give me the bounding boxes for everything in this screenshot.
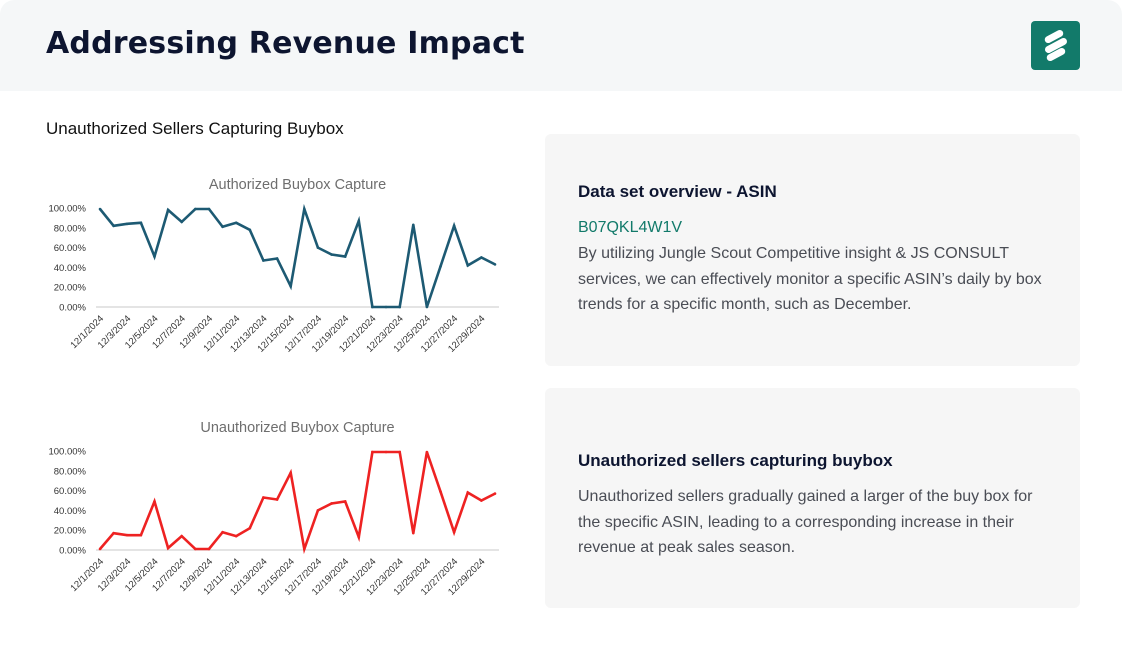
data-point (112, 531, 115, 535)
data-point (194, 547, 197, 551)
data-point (275, 498, 279, 501)
y-tick-label: 0.00% (59, 303, 86, 314)
data-point (262, 496, 265, 499)
data-point (316, 246, 320, 249)
data-point (439, 265, 442, 268)
data-point (180, 534, 184, 538)
data-point (234, 221, 238, 225)
data-point (411, 531, 415, 535)
data-point (357, 219, 361, 223)
y-tick-label: 60.00% (54, 243, 87, 254)
unauthorized-buybox-chart: Unauthorized Buybox Capture 0.00% 20.00% 40… (30, 408, 510, 623)
data-point (357, 535, 361, 539)
y-tick-label: 100.00% (48, 204, 86, 215)
chart-svg: Unauthorized Buybox Capture 0.00% 20.00% 40… (48, 420, 499, 598)
data-point (343, 255, 347, 258)
data-point (480, 256, 483, 259)
data-point (452, 224, 456, 228)
data-point (303, 547, 306, 551)
data-point (139, 533, 143, 537)
data-point (221, 530, 224, 534)
authorized-buybox-chart: Authorized Buybox Capture 0.00% 20.00% 40.0… (30, 165, 510, 380)
data-point (466, 264, 470, 267)
data-point (112, 224, 115, 228)
y-tick-label: 20.00% (54, 283, 87, 294)
box-description: Unauthorized sellers gradually gained a … (578, 488, 1033, 556)
data-point (221, 225, 224, 229)
data-point (166, 546, 170, 550)
data-point (248, 228, 252, 232)
data-point (480, 499, 483, 502)
data-point (275, 257, 279, 260)
data-point (371, 450, 374, 454)
data-point (207, 207, 211, 211)
series-line (99, 450, 496, 555)
data-point (493, 492, 497, 495)
data-point (234, 534, 238, 538)
y-tick-label: 40.00% (54, 506, 87, 517)
data-point (439, 490, 442, 493)
data-point (411, 223, 415, 227)
jungle-scout-logo-icon (1031, 21, 1080, 70)
y-tick-label: 0.00% (59, 546, 86, 557)
data-point (330, 502, 333, 505)
data-point (316, 509, 320, 512)
data-point (289, 471, 292, 475)
data-point (98, 547, 102, 551)
data-point (330, 253, 333, 256)
data-point (180, 220, 184, 224)
y-tick-label: 40.00% (54, 263, 87, 274)
data-point (139, 221, 143, 225)
series-line (98, 203, 496, 309)
data-point (398, 305, 401, 309)
data-point (343, 500, 347, 503)
asin-label: B07QKL4W1V (578, 219, 683, 236)
data-point (493, 263, 497, 266)
dataset-overview-box: Data set overview - ASIN B07QKL4W1V By u… (545, 134, 1080, 366)
data-point (248, 526, 252, 530)
y-tick-label: 20.00% (54, 526, 87, 537)
data-point (262, 259, 265, 262)
data-point (98, 207, 102, 211)
data-point (207, 547, 211, 551)
data-point (153, 255, 156, 258)
data-point (425, 305, 429, 309)
y-tick-label: 100.00% (48, 447, 86, 458)
box-heading: Data set overview - ASIN (578, 182, 777, 201)
data-point (303, 207, 306, 211)
chart-title: Authorized Buybox Capture (209, 177, 386, 193)
data-point (452, 530, 456, 534)
y-tick-label: 80.00% (54, 466, 87, 477)
data-point (371, 305, 374, 309)
data-point (125, 533, 129, 537)
header-bar: Addressing Revenue Impact (0, 0, 1122, 91)
chart-title: Unauthorized Buybox Capture (200, 420, 394, 436)
box-heading: Unauthorized sellers capturing buybox (578, 451, 893, 470)
data-point (125, 222, 129, 226)
data-point (166, 208, 170, 212)
data-point (289, 284, 292, 288)
unauthorized-sellers-box: Unauthorized sellers capturing buybox Un… (545, 388, 1080, 608)
box-description: By utilizing Jungle Scout Competitive in… (578, 245, 1042, 313)
data-point (425, 450, 429, 454)
data-point (384, 450, 388, 454)
y-tick-label: 80.00% (54, 223, 87, 234)
page-title: Addressing Revenue Impact (46, 26, 525, 61)
data-point (194, 207, 197, 211)
section-label: Unauthorized Sellers Capturing Buybox (46, 119, 344, 138)
y-tick-label: 60.00% (54, 486, 87, 497)
data-point (153, 500, 156, 503)
data-point (398, 450, 401, 454)
chart-svg: Authorized Buybox Capture 0.00% 20.00% 40.0… (48, 177, 499, 355)
data-point (466, 491, 470, 494)
data-point (384, 305, 388, 309)
